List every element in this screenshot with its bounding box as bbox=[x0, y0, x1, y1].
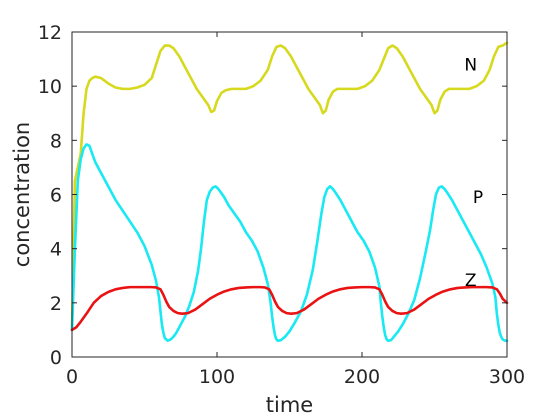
y-axis-label: concentration bbox=[10, 122, 34, 267]
axes-box bbox=[71, 31, 508, 358]
y-tick-label: 0 bbox=[50, 347, 62, 369]
y-tick-label: 4 bbox=[50, 239, 62, 261]
y-tick-label: 6 bbox=[50, 185, 62, 207]
x-tick-label: 0 bbox=[66, 366, 78, 388]
series-line-z bbox=[70, 285, 509, 332]
series-label-z: Z bbox=[465, 271, 477, 291]
series-line-p bbox=[70, 143, 509, 343]
series-lines bbox=[70, 41, 509, 343]
axis-ticks: 0 100 200 300 0 2 4 6 8 10 12 bbox=[38, 22, 525, 388]
y-tick-label: 10 bbox=[38, 76, 62, 98]
x-axis-label: time bbox=[266, 393, 313, 417]
x-tick-label: 300 bbox=[489, 366, 525, 388]
x-tick-label: 200 bbox=[344, 366, 380, 388]
series-label-n: N bbox=[464, 56, 477, 76]
series-line-n bbox=[70, 41, 509, 332]
series-label-p: P bbox=[473, 188, 483, 208]
series-labels: N P Z bbox=[464, 56, 483, 291]
x-tick-label: 100 bbox=[199, 366, 235, 388]
y-tick-label: 8 bbox=[50, 130, 62, 152]
y-tick-label: 2 bbox=[50, 293, 62, 315]
y-tick-label: 12 bbox=[38, 22, 62, 44]
